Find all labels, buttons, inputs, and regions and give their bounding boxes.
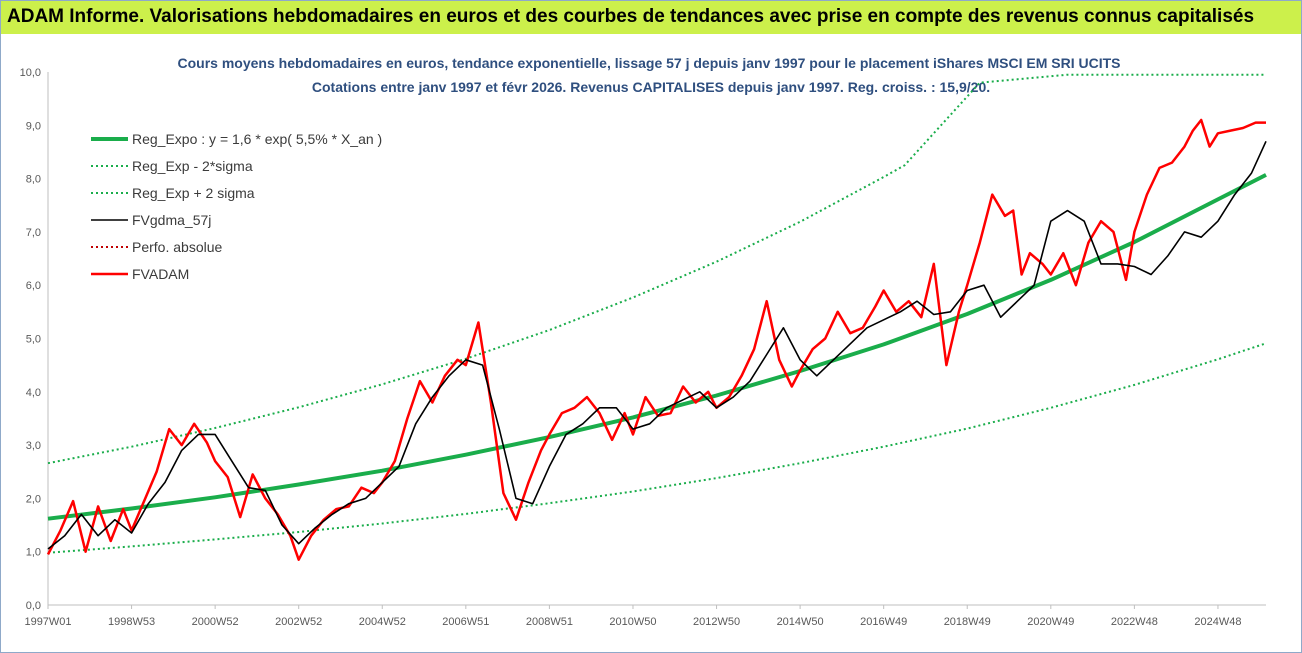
x-tick-label: 2018W49: [944, 616, 991, 628]
legend-label: Reg_Exp + 2 sigma: [132, 185, 255, 201]
legend-label: Perfo. absolue: [132, 239, 222, 255]
y-tick-label: 6,0: [26, 280, 41, 292]
series-layer: [46, 73, 1267, 561]
x-tick-label: 2006W51: [442, 616, 489, 628]
legend-label: FVgdma_57j: [132, 212, 211, 228]
x-tick-label: 2014W50: [777, 616, 824, 628]
x-tick-label: 2016W49: [860, 616, 907, 628]
x-tick-label: 2000W52: [192, 616, 239, 628]
series-line-reg-exp-2-sigma: [47, 342, 1267, 554]
x-tick-label: 1997W01: [24, 616, 71, 628]
legend: Reg_Expo : y = 1,6 * exp( 5,5% * X_an ) R…: [91, 131, 382, 282]
chart-subtitle: Cotations entre janv 1997 et févr 2026. …: [312, 79, 990, 95]
y-tick-label: 3,0: [26, 440, 41, 452]
y-tick-label: 10,0: [20, 67, 41, 79]
y-tick-label: 9,0: [26, 120, 41, 132]
y-tick-labels: 0,0 1,0 2,0 3,0 4,0 5,0 6,0 7,0 8,0 9,0 10,0: [20, 67, 41, 612]
y-tick-label: 7,0: [26, 227, 41, 239]
banner-title: ADAM Informe. Valorisations hebdomadaire…: [7, 6, 1255, 27]
x-tick-label: 2010W50: [609, 616, 656, 628]
x-tick-label: 2008W51: [526, 616, 573, 628]
legend-label: FVADAM: [132, 266, 189, 282]
x-tick-labels: 1997W01 1998W53 2000W52 2002W52 2004W52 2006W…: [24, 605, 1241, 628]
x-tick-label: 2002W52: [275, 616, 322, 628]
legend-label: Reg_Exp - 2*sigma: [132, 158, 253, 174]
y-tick-label: 0,0: [26, 600, 41, 612]
banner: ADAM Informe. Valorisations hebdomadaire…: [1, 1, 1301, 34]
series-line-fvadam: [46, 118, 1266, 561]
x-tick-label: 2004W52: [359, 616, 406, 628]
series-line-reg-expo-y-1-6-exp-5-5-x-an: [47, 173, 1267, 521]
x-tick-label: 2020W49: [1027, 616, 1074, 628]
y-tick-label: 2,0: [26, 493, 41, 505]
y-tick-label: 5,0: [26, 334, 41, 346]
x-tick-label: 1998W53: [108, 616, 155, 628]
x-tick-label: 2012W50: [693, 616, 740, 628]
legend-label: Reg_Expo : y = 1,6 * exp( 5,5% * X_an ): [132, 131, 382, 147]
y-tick-label: 8,0: [26, 174, 41, 186]
y-tick-label: 1,0: [26, 547, 41, 559]
series-line-fvgdma-57j: [47, 140, 1267, 550]
x-tick-label: 2024W48: [1194, 616, 1241, 628]
x-tick-label: 2022W48: [1111, 616, 1158, 628]
chart-title: Cours moyens hebdomadaires en euros, ten…: [178, 55, 1121, 71]
y-tick-label: 4,0: [26, 387, 41, 399]
